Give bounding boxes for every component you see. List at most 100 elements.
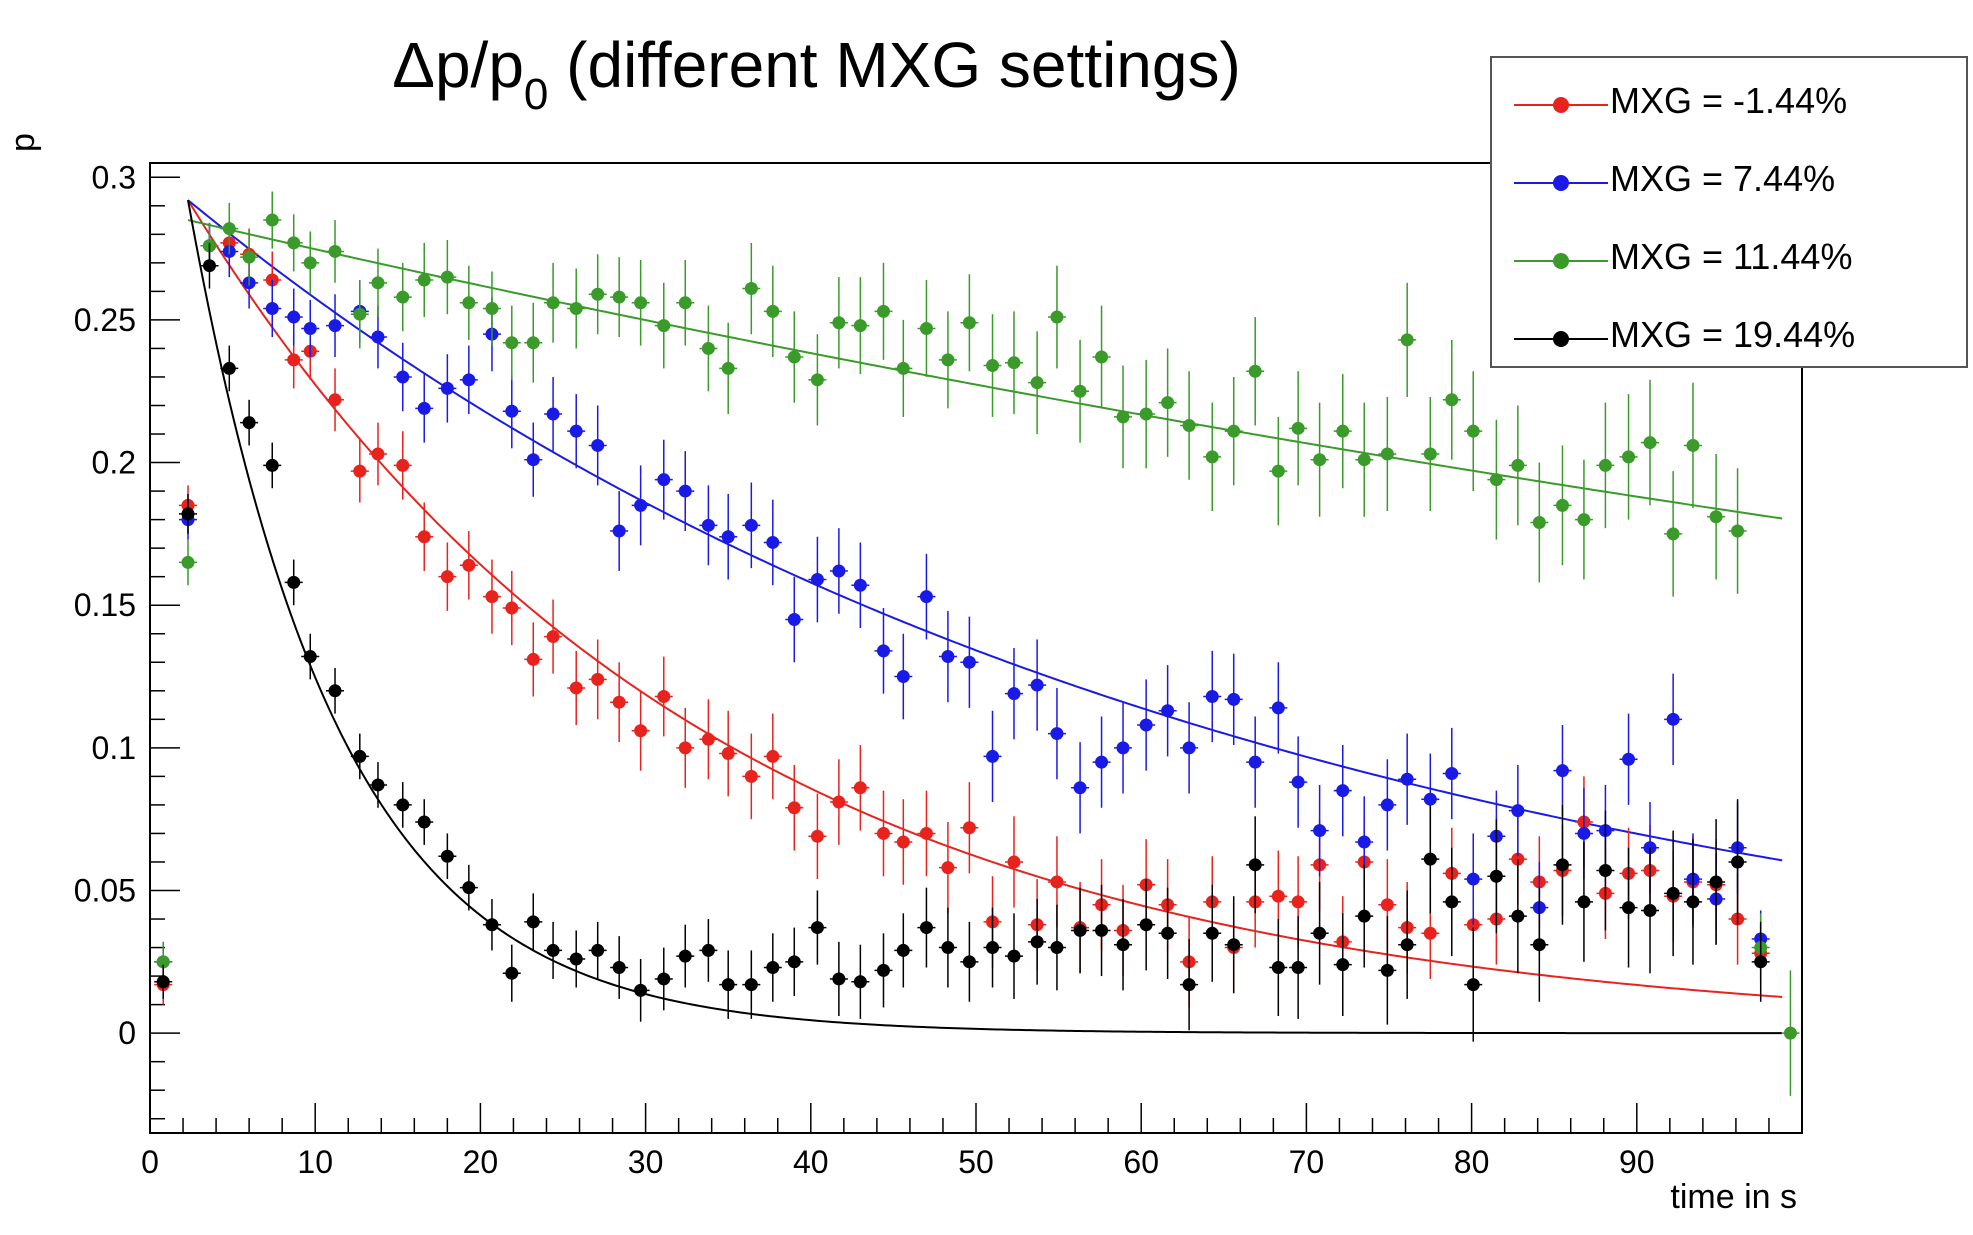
point-marker [832, 795, 846, 809]
point-marker [328, 319, 342, 333]
point-marker [1511, 458, 1525, 472]
point-marker [1227, 692, 1241, 706]
data-point [1114, 899, 1133, 991]
point-marker [1754, 955, 1768, 969]
data-point [567, 394, 586, 469]
data-point [610, 491, 629, 571]
data-point [393, 342, 412, 412]
point-marker [202, 259, 216, 273]
point-marker [1622, 752, 1636, 766]
point-marker [853, 578, 867, 592]
data-point [631, 260, 650, 346]
data-point [459, 345, 478, 415]
data-point [524, 422, 543, 497]
point-marker [1555, 498, 1569, 512]
point-marker [156, 975, 170, 989]
point-marker [1073, 384, 1087, 398]
point-marker [896, 361, 910, 375]
point-marker [853, 319, 867, 333]
data-point [1508, 405, 1527, 526]
data-point [938, 822, 957, 914]
data-point [610, 936, 629, 999]
point-marker [546, 630, 560, 644]
data-points [154, 191, 1800, 1096]
point-marker [634, 296, 648, 310]
data-point [1333, 374, 1352, 489]
data-series [154, 191, 1800, 1096]
point-marker [569, 424, 583, 438]
data-point [719, 710, 738, 797]
data-point [415, 799, 434, 845]
data-point [1047, 687, 1066, 780]
data-point [1289, 371, 1308, 486]
data-point [1464, 927, 1483, 1042]
point-marker [1161, 926, 1175, 940]
y-tick-label: 0.05 [74, 873, 136, 909]
data-point [588, 921, 607, 979]
data-point [524, 893, 543, 951]
point-marker [721, 747, 735, 761]
point-marker [1532, 938, 1546, 952]
fit-curve [187, 199, 1783, 998]
point-marker [1445, 767, 1459, 781]
data-point [785, 311, 804, 403]
point-marker [417, 273, 431, 287]
point-marker [701, 943, 715, 957]
data-point [829, 759, 848, 845]
point-marker [810, 573, 824, 587]
point-marker [810, 829, 824, 843]
data-point [393, 431, 412, 500]
data-point [676, 924, 695, 988]
data-point [415, 502, 434, 571]
point-marker [721, 530, 735, 544]
data-point [178, 539, 197, 586]
point-marker [1731, 855, 1745, 869]
point-marker [1271, 889, 1285, 903]
data-point [393, 782, 412, 828]
legend-entry: MXG = -1.44% [1492, 66, 1966, 126]
data-point [1683, 382, 1702, 509]
point-marker [810, 921, 824, 935]
data-point [1004, 648, 1023, 740]
point-marker [1139, 718, 1153, 732]
legend-marker [1553, 253, 1569, 269]
data-point [874, 933, 893, 1008]
x-tick-label: 50 [958, 1144, 994, 1180]
point-marker [1116, 410, 1130, 424]
point-marker [832, 316, 846, 330]
data-point [1269, 662, 1288, 754]
plot-frame [149, 162, 1803, 1134]
data-point [1333, 913, 1352, 1017]
data-point [301, 633, 320, 680]
data-point [220, 202, 239, 255]
point-marker [440, 381, 454, 395]
point-marker [417, 530, 431, 544]
data-point [808, 793, 827, 880]
data-point [1180, 702, 1199, 794]
point-marker [1423, 447, 1437, 461]
data-point [544, 376, 563, 452]
data-point [829, 277, 848, 369]
legend-entry: MXG = 19.44% [1492, 300, 1966, 360]
data-point [1114, 365, 1133, 469]
data-point [1378, 759, 1397, 851]
data-point [482, 899, 501, 951]
data-point [1707, 819, 1726, 945]
point-marker [1182, 741, 1196, 755]
data-point [1004, 816, 1023, 908]
data-point [1596, 810, 1615, 931]
point-marker [1007, 356, 1021, 370]
data-point [588, 405, 607, 486]
x-tick-label: 0 [141, 1144, 159, 1180]
point-marker [1380, 898, 1394, 912]
point-marker [853, 781, 867, 795]
point-marker [546, 943, 560, 957]
point-marker [371, 330, 385, 344]
data-point [1781, 970, 1800, 1096]
point-marker [1423, 852, 1437, 866]
chart-title-main: Δp/p [392, 29, 524, 101]
data-point [482, 271, 501, 346]
data-point [263, 191, 282, 249]
point-marker [1271, 464, 1285, 478]
point-marker [1445, 393, 1459, 407]
